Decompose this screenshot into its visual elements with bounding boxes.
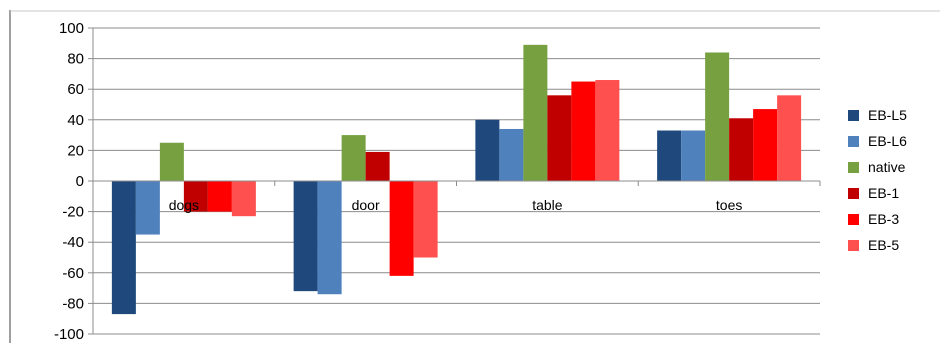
legend-label-eb-l6: EB-L6: [868, 133, 907, 149]
y-tick-label: 20: [67, 142, 84, 159]
legend-label-eb-1: EB-1: [868, 185, 899, 201]
bar-eb-l6-door: [318, 181, 342, 294]
legend-swatch-eb-3: [848, 214, 859, 225]
bar-eb-3-toes: [753, 109, 777, 181]
bar-eb-5-toes: [777, 95, 801, 181]
legend: EB-L5 EB-L6 native EB-1 EB-3 EB-5: [848, 107, 907, 253]
bar-eb-1-door: [366, 152, 390, 181]
legend-swatch-eb-l5: [848, 110, 859, 121]
bar-eb-3-door: [390, 181, 414, 276]
bar-native-dogs: [160, 143, 184, 181]
bar-native-toes: [705, 52, 729, 181]
legend-swatch-eb-l6: [848, 136, 859, 147]
legend-label-eb-3: EB-3: [868, 211, 899, 227]
y-tick-label: -100: [54, 326, 84, 343]
category-label-toes: toes: [716, 197, 742, 213]
y-tick-label: 0: [76, 173, 84, 190]
legend-swatch-native: [848, 162, 859, 173]
bar-eb-l6-dogs: [136, 181, 160, 235]
bars: [112, 45, 801, 314]
y-tick-label: -60: [62, 265, 84, 282]
category-label-door: door: [352, 197, 380, 213]
y-tick-labels: 100 80 60 40 20 0 -20 -40 -60 -80 -100: [54, 20, 84, 343]
y-tick-label: 60: [67, 81, 84, 98]
y-tick-label: 80: [67, 51, 84, 68]
bar-eb-1-table: [547, 95, 571, 181]
bar-eb-l5-table: [475, 120, 499, 181]
bar-native-table: [523, 45, 547, 181]
bar-eb-5-door: [414, 181, 438, 258]
bar-eb-3-table: [571, 82, 595, 181]
legend-swatch-eb-5: [848, 240, 859, 251]
legend-label-eb-5: EB-5: [868, 237, 899, 253]
category-label-dogs: dogs: [169, 197, 199, 213]
bar-eb-1-toes: [729, 118, 753, 181]
bar-eb-l6-toes: [681, 131, 705, 181]
bar-eb-l6-table: [499, 129, 523, 181]
legend-swatch-eb-1: [848, 188, 859, 199]
bar-native-door: [342, 135, 366, 181]
bar-eb-l5-dogs: [112, 181, 136, 314]
bar-eb-5-dogs: [232, 181, 256, 216]
y-tick-label: -80: [62, 295, 84, 312]
bar-eb-5-table: [595, 80, 619, 181]
y-tick-label: 40: [67, 112, 84, 129]
bar-eb-l5-door: [294, 181, 318, 291]
y-tick-label: -20: [62, 204, 84, 221]
legend-label-native: native: [868, 159, 906, 175]
legend-label-eb-l5: EB-L5: [868, 107, 907, 123]
category-label-table: table: [532, 197, 563, 213]
y-tick-label: 100: [59, 20, 84, 37]
y-tick-label: -40: [62, 234, 84, 251]
bar-eb-l5-toes: [657, 131, 681, 181]
bar-eb-3-dogs: [208, 181, 232, 212]
